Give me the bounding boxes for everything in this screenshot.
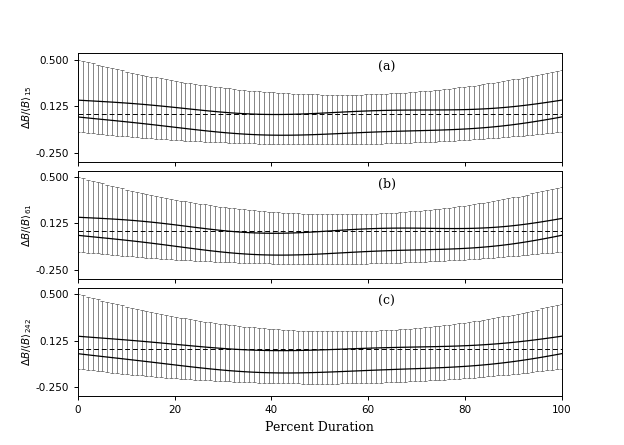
X-axis label: Percent Duration: Percent Duration [265,421,374,433]
Y-axis label: $\Delta B/\langle B\rangle_{15}$: $\Delta B/\langle B\rangle_{15}$ [21,86,34,129]
Text: (b): (b) [378,178,396,191]
Text: (a): (a) [378,61,395,74]
Y-axis label: $\Delta B/\langle B\rangle_{61}$: $\Delta B/\langle B\rangle_{61}$ [21,203,34,247]
Y-axis label: $\Delta B/\langle B\rangle_{242}$: $\Delta B/\langle B\rangle_{242}$ [21,318,34,366]
Text: (c): (c) [378,295,395,308]
